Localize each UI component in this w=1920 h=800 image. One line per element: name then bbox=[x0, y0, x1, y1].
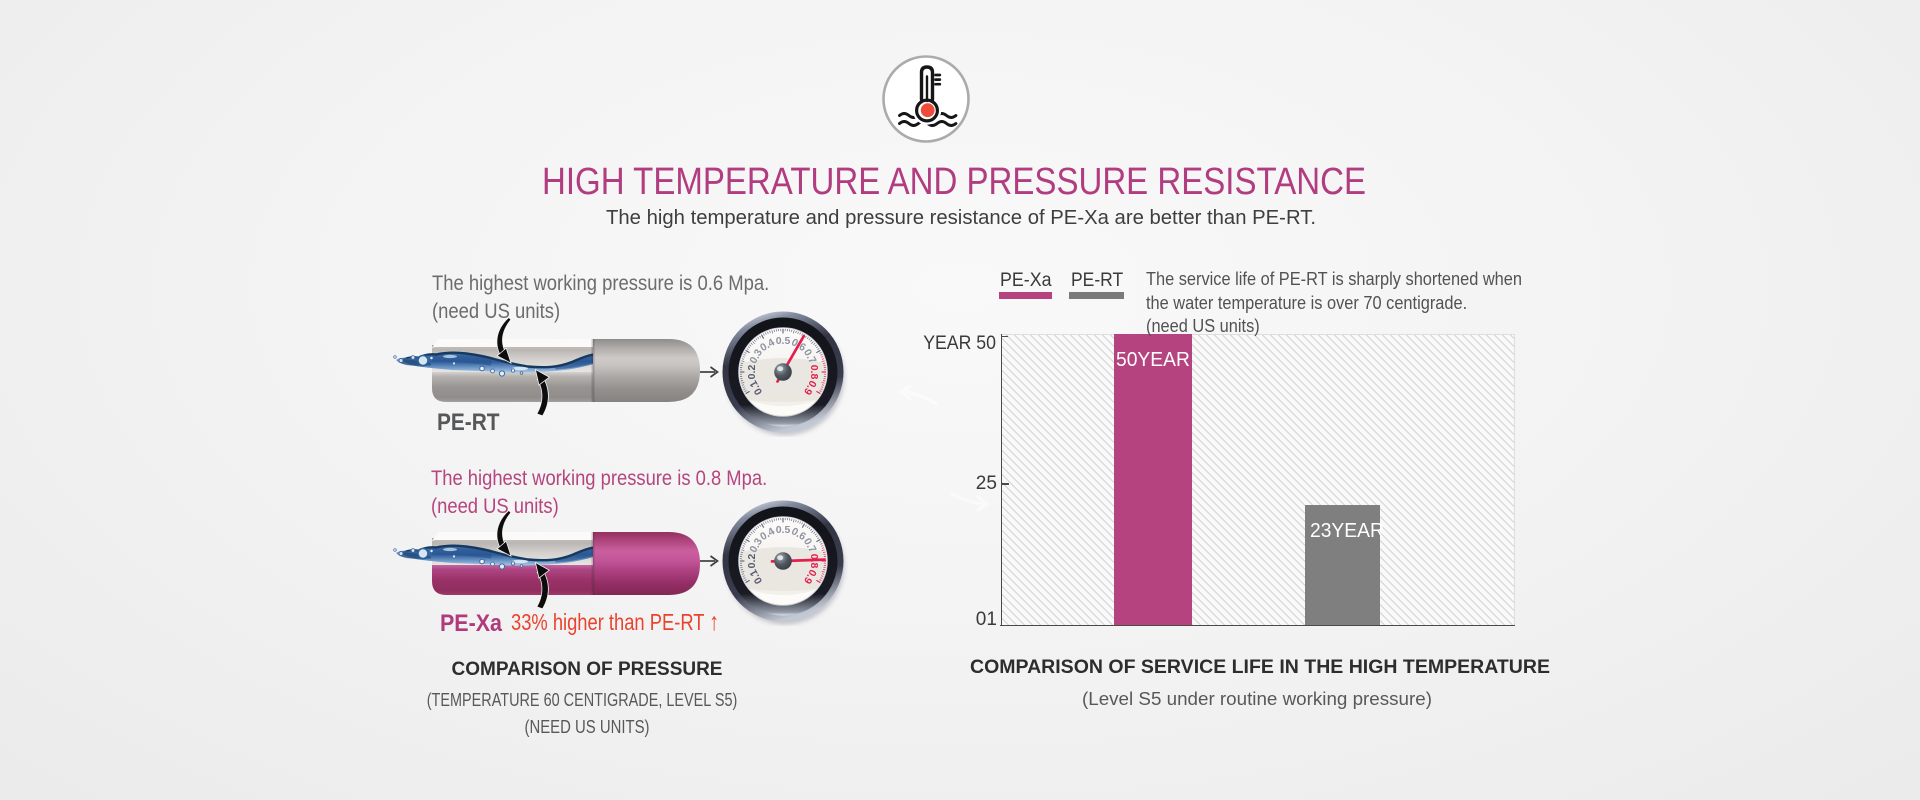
svg-text:0.5: 0.5 bbox=[776, 524, 791, 536]
svg-text:0.2: 0.2 bbox=[746, 365, 758, 380]
svg-text:0.5: 0.5 bbox=[776, 335, 791, 347]
svg-text:0.2: 0.2 bbox=[746, 554, 758, 569]
svg-text:0.8: 0.8 bbox=[808, 365, 820, 380]
